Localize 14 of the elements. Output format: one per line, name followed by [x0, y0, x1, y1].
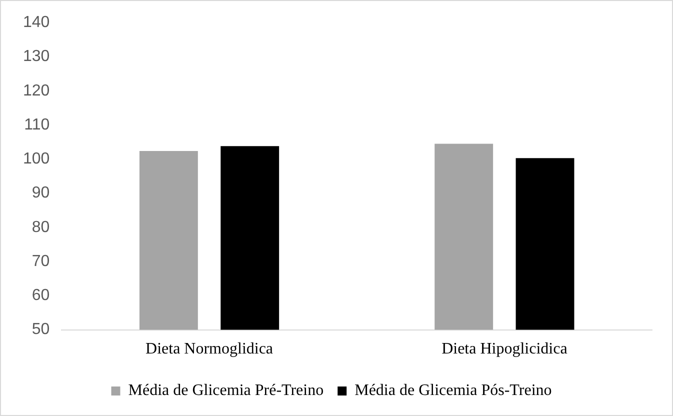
x-tick-label: Dieta Normoglidica [146, 340, 274, 358]
y-tick-label: 50 [32, 321, 50, 338]
y-tick-label: 110 [24, 116, 50, 134]
y-tick-label: 70 [32, 252, 50, 270]
legend-label: Média de Glicemia Pós-Treino [354, 382, 552, 400]
y-tick-label: 60 [32, 287, 50, 304]
y-tick-label: 130 [22, 48, 50, 66]
x-tick-label: Dieta Hipoglicidica [442, 340, 568, 358]
y-tick-label: 90 [32, 184, 50, 202]
y-tick-label: 80 [32, 218, 50, 236]
y-tick-label: 140 [22, 14, 50, 32]
y-tick-label: 100 [22, 150, 50, 168]
legend-label: Média de Glicemia Pré-Treino [128, 382, 324, 400]
y-tick-label: 120 [22, 82, 50, 100]
